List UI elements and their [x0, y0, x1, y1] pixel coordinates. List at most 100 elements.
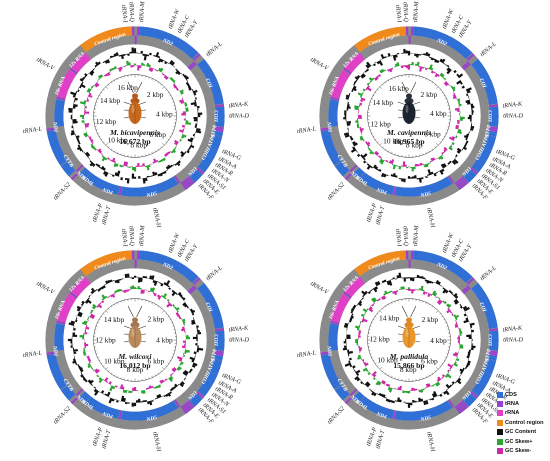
gene-band-label: ND4 — [374, 187, 387, 197]
scale-tick — [439, 89, 441, 91]
gene-feature-trna — [131, 26, 135, 36]
gene-band-label: ND1 — [325, 345, 333, 358]
gc-skew-negative-track — [358, 65, 460, 167]
gene-band-label: COII — [212, 110, 218, 123]
scale-tick — [443, 319, 445, 321]
kbp-tick-label: 14 kbp — [104, 315, 125, 324]
gene-feature-cds — [78, 167, 91, 180]
scale-tick — [434, 370, 436, 372]
scale-tick — [373, 95, 375, 97]
gene-feature-trna — [461, 285, 470, 293]
scale-tick — [436, 367, 439, 370]
scale-tick — [382, 84, 384, 86]
gene-feature-trna — [136, 250, 140, 260]
scale-tick — [99, 95, 101, 97]
scale-tick — [108, 370, 110, 372]
scale-tick — [97, 356, 99, 358]
scale-tick — [382, 146, 384, 148]
scale-tick — [169, 319, 171, 321]
gene-band-label: ATP6 — [481, 358, 491, 373]
gene-feature-trna — [136, 26, 140, 36]
scale-tick — [167, 138, 170, 140]
scale-tick — [388, 304, 390, 306]
gene-label: tRNA-S2 — [326, 181, 346, 201]
scale-tick — [151, 152, 153, 154]
gene-feature-trna — [349, 164, 358, 173]
gene-feature-trna — [392, 186, 397, 196]
gene-feature-trna — [488, 126, 498, 130]
gene-feature-rrna — [56, 69, 77, 99]
kbp-tick-label: 14 kbp — [100, 96, 121, 105]
scale-tick — [439, 141, 441, 143]
scale-tick — [371, 132, 373, 134]
scale-tick — [100, 92, 103, 94]
kbp-tick-label: 14 kbp — [379, 314, 400, 323]
gene-feature-cds — [320, 354, 342, 390]
scale-tick — [162, 143, 165, 146]
gene-feature-trna — [488, 328, 499, 332]
gene-feature-cds — [209, 359, 223, 376]
gene-feature-trna — [118, 186, 123, 196]
kbp-tick-label: 8 kbp — [406, 140, 423, 149]
scale-tick — [388, 150, 390, 152]
gene-feature-cds — [320, 130, 342, 166]
gene-label: tRNA-H — [425, 207, 436, 228]
gene-feature-cds — [462, 168, 477, 183]
gene-label: tRNA-I — [120, 5, 129, 24]
scale-tick — [160, 370, 162, 372]
gc-skew-positive-track — [79, 60, 191, 172]
scale-tick — [445, 322, 447, 324]
gene-label: tRNA-H — [425, 431, 436, 452]
gene-label: tRNA-Q — [128, 226, 136, 247]
gene-band-label: ND4 — [100, 187, 113, 197]
gene-feature-cds — [413, 26, 473, 59]
legend-label: CDS — [505, 391, 517, 398]
gene-feature-trna — [466, 277, 475, 286]
gene-feature-trna — [470, 167, 479, 175]
gene-feature-cds — [139, 250, 199, 283]
scale-tick — [95, 129, 98, 131]
gene-feature-trna — [461, 61, 470, 69]
kbp-tick-label: 8 kbp — [127, 365, 144, 374]
scale-tick — [172, 325, 175, 327]
scale-tick — [148, 153, 150, 156]
scale-tick — [165, 89, 167, 91]
legend-item: GC Skew+ — [497, 437, 549, 446]
gene-feature-trna — [56, 320, 66, 325]
scale-tick — [108, 146, 110, 148]
gene-feature-cds — [54, 99, 65, 127]
species-name: M. pallidula — [389, 352, 429, 361]
gene-label: tRNA-V — [309, 280, 330, 296]
scale-tick — [105, 86, 108, 89]
scale-tick — [422, 300, 424, 303]
scale-tick — [111, 372, 113, 375]
gene-feature-cds — [120, 400, 179, 421]
scale-tick — [117, 302, 119, 304]
gc-skew-negative-track — [358, 289, 460, 391]
gene-feature-cds — [188, 168, 203, 183]
scale-tick — [157, 81, 159, 84]
scale-tick — [154, 304, 156, 306]
scale-tick — [441, 92, 444, 94]
scale-tick — [428, 374, 430, 376]
scale-tick — [165, 365, 167, 367]
gene-feature-trna — [70, 396, 79, 405]
gene-feature-trna — [488, 104, 499, 108]
scale-tick — [374, 362, 377, 364]
scale-tick — [99, 359, 101, 361]
gene-band-label: ND4 — [100, 411, 113, 421]
scale-tick — [154, 80, 156, 82]
scale-tick — [431, 148, 433, 151]
legend-item: rRNA — [497, 409, 549, 418]
gene-feature-cds — [60, 385, 76, 401]
beetle-image — [123, 81, 147, 124]
gene-feature-rrna — [344, 276, 365, 297]
gene-label: tRNA-S2 — [326, 405, 346, 425]
scale-tick — [443, 135, 445, 137]
scale-tick — [441, 362, 444, 364]
gene-feature-trna — [214, 350, 224, 354]
gene-label: tRNA-K — [228, 324, 249, 333]
gene-feature-trna — [405, 250, 409, 260]
gene-feature-trna — [405, 26, 409, 36]
